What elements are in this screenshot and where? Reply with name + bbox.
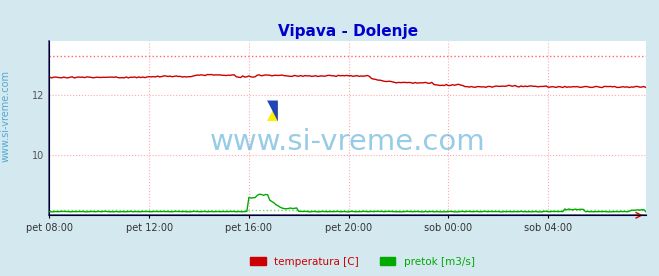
Polygon shape [267,100,278,121]
Title: Vipava - Dolenje: Vipava - Dolenje [277,24,418,39]
Text: www.si-vreme.com: www.si-vreme.com [210,128,486,156]
Text: www.si-vreme.com: www.si-vreme.com [0,70,11,162]
Polygon shape [267,100,278,121]
Legend: temperatura [C], pretok [m3/s]: temperatura [C], pretok [m3/s] [246,253,479,271]
